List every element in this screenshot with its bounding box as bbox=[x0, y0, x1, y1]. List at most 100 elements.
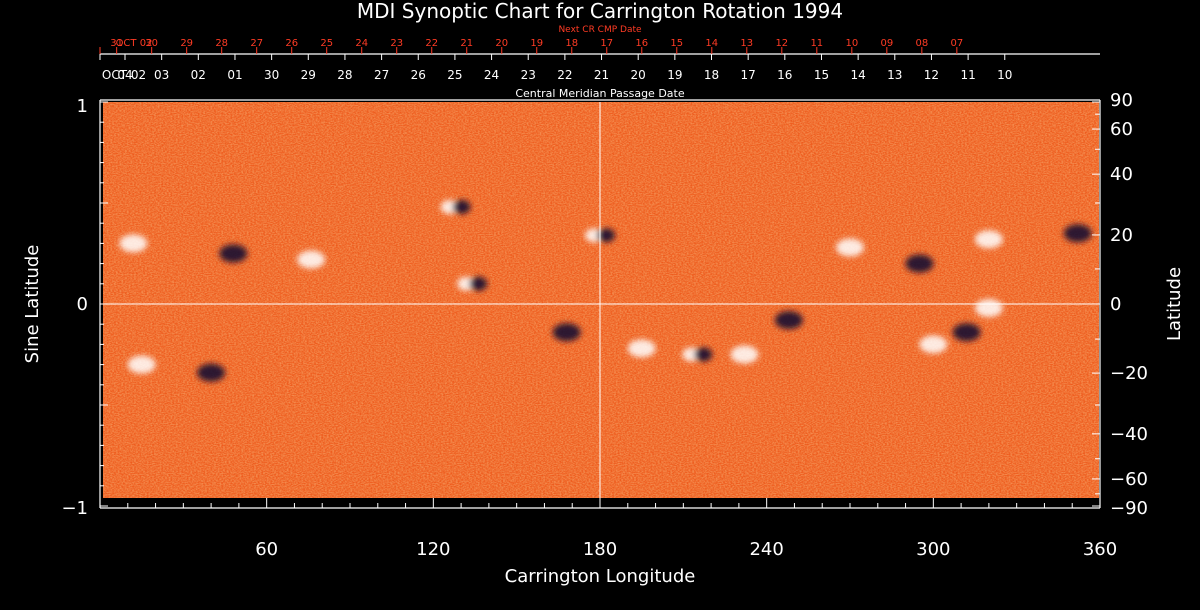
x-tick-label: 120 bbox=[416, 539, 450, 560]
positive-region bbox=[119, 234, 148, 253]
next-cr-date-label: 19 bbox=[530, 38, 543, 49]
negative-region bbox=[452, 200, 471, 215]
cmp-date-label: OCT 02 bbox=[102, 68, 146, 82]
next-cr-date-label: 17 bbox=[600, 38, 613, 49]
cmp-date-label: 03 bbox=[154, 68, 169, 82]
next-cr-date-label: 15 bbox=[670, 38, 683, 49]
cmp-date-label: 20 bbox=[631, 68, 646, 82]
next-cr-date-label: 29 bbox=[180, 38, 193, 49]
cmp-date-label: 13 bbox=[887, 68, 902, 82]
cmp-date-label: 27 bbox=[374, 68, 389, 82]
negative-region bbox=[552, 323, 581, 342]
next-cr-date-label: 08 bbox=[915, 38, 928, 49]
cmp-date-label: 15 bbox=[814, 68, 829, 82]
next-cr-date-label: 07 bbox=[950, 38, 963, 49]
lat-tick-label: −20 bbox=[1110, 363, 1148, 384]
next-cr-date-label: 31 bbox=[110, 38, 123, 49]
x-tick-label: 180 bbox=[583, 539, 617, 560]
cmp-date-label: 12 bbox=[924, 68, 939, 82]
cmp-date-label: 21 bbox=[594, 68, 609, 82]
next-cr-date-label: 24 bbox=[355, 38, 368, 49]
next-cr-date-label: 27 bbox=[250, 38, 263, 49]
left-axis-labels: 1 0 −1 bbox=[61, 96, 88, 519]
cmp-date-label: 02 bbox=[191, 68, 206, 82]
lat-tick-label: −90 bbox=[1110, 498, 1148, 519]
y-tick-label: 1 bbox=[77, 96, 88, 117]
next-cr-date-label: 11 bbox=[810, 38, 823, 49]
negative-region bbox=[469, 276, 488, 291]
x-tick-label: 240 bbox=[749, 539, 783, 560]
next-cr-axis-label: Next CR CMP Date bbox=[558, 25, 642, 35]
x-axis-labels: 60 120 180 240 300 360 bbox=[255, 539, 1117, 560]
next-cr-date-label: 25 bbox=[320, 38, 333, 49]
cmp-date-label: 24 bbox=[484, 68, 499, 82]
next-cr-date-label: 14 bbox=[705, 38, 718, 49]
field-texture bbox=[103, 102, 1099, 498]
y-tick-label: 0 bbox=[77, 294, 88, 315]
next-cr-date-label: OCT 02 bbox=[116, 38, 153, 49]
next-cr-date-label: 18 bbox=[565, 38, 578, 49]
negative-region bbox=[694, 347, 713, 362]
next-cr-date-label: 16 bbox=[635, 38, 648, 49]
next-cr-date-label: 22 bbox=[425, 38, 438, 49]
lat-tick-label: 60 bbox=[1110, 119, 1133, 140]
lat-tick-label: −40 bbox=[1110, 424, 1148, 445]
positive-region bbox=[627, 339, 656, 358]
lat-tick-label: −60 bbox=[1110, 469, 1148, 490]
x-tick-label: 360 bbox=[1083, 539, 1117, 560]
negative-region bbox=[197, 363, 226, 382]
positive-region bbox=[297, 250, 326, 269]
negative-region bbox=[219, 244, 248, 263]
positive-region bbox=[974, 299, 1003, 318]
cmp-date-label: 29 bbox=[301, 68, 316, 82]
cmp-date-label: 19 bbox=[667, 68, 682, 82]
lat-tick-label: 40 bbox=[1110, 164, 1133, 185]
negative-region bbox=[952, 323, 981, 342]
cmp-date-label: 22 bbox=[557, 68, 572, 82]
negative-region bbox=[597, 228, 615, 243]
positive-region bbox=[127, 355, 156, 374]
next-cr-date-label: 10 bbox=[845, 38, 858, 49]
next-cr-axis-ticks bbox=[99, 47, 958, 54]
cmp-date-label: 14 bbox=[850, 68, 865, 82]
right-axis-title: Latitude bbox=[1164, 267, 1185, 341]
cmp-date-label: 11 bbox=[960, 68, 975, 82]
next-cr-date-label: 09 bbox=[880, 38, 893, 49]
cmp-date-label: 23 bbox=[521, 68, 536, 82]
cmp-date-label: 01 bbox=[227, 68, 242, 82]
cmp-date-label: 30 bbox=[264, 68, 279, 82]
next-cr-date-label: 13 bbox=[740, 38, 753, 49]
positive-region bbox=[730, 345, 759, 364]
lat-tick-label: 90 bbox=[1110, 90, 1133, 111]
x-axis-title: Carrington Longitude bbox=[505, 566, 696, 587]
next-cr-date-label: 23 bbox=[390, 38, 403, 49]
next-cr-date-label: 28 bbox=[215, 38, 228, 49]
axis-ticks bbox=[99, 54, 1100, 508]
cmp-date-label: 17 bbox=[741, 68, 756, 82]
top-axis-label: Central Meridian Passage Date bbox=[515, 87, 684, 100]
cmp-date-label: 26 bbox=[411, 68, 426, 82]
negative-region bbox=[1063, 224, 1092, 243]
chart-title: MDI Synoptic Chart for Carrington Rotati… bbox=[357, 0, 843, 23]
cmp-date-label: 16 bbox=[777, 68, 792, 82]
negative-region bbox=[905, 254, 934, 273]
magnetogram-field bbox=[103, 102, 1099, 498]
lat-tick-label: 0 bbox=[1110, 294, 1121, 315]
left-axis-title: Sine Latitude bbox=[22, 245, 43, 364]
y-tick-label: −1 bbox=[61, 498, 88, 519]
positive-region bbox=[836, 238, 864, 257]
next-cr-date-label: 12 bbox=[775, 38, 788, 49]
next-cr-date-label: 21 bbox=[460, 38, 473, 49]
cmp-date-label: 18 bbox=[704, 68, 719, 82]
negative-region bbox=[774, 311, 803, 330]
x-tick-label: 300 bbox=[916, 539, 950, 560]
next-cr-date-label: 20 bbox=[495, 38, 508, 49]
active-regions bbox=[119, 200, 1092, 382]
right-axis-labels: 90 60 40 20 0 −20 −40 −60 −90 bbox=[1110, 90, 1148, 519]
lat-tick-label: 20 bbox=[1110, 225, 1133, 246]
cmp-date-label: 10 bbox=[997, 68, 1012, 82]
